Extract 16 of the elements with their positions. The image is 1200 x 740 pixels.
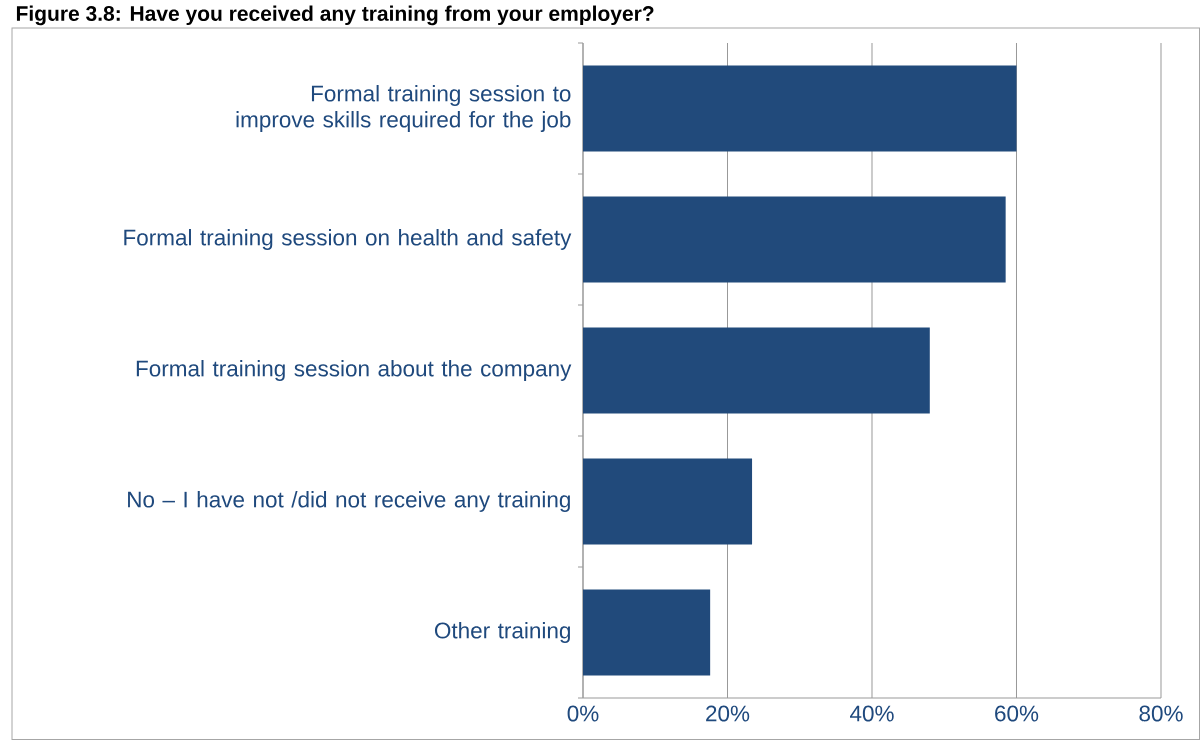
bar (583, 589, 711, 676)
x-tick-label: 60% (995, 705, 1039, 722)
y-tick-label: No – I have not /did not receive any training (128, 491, 570, 512)
y-tick-label: Formal training session about the company (136, 360, 572, 381)
bar (583, 65, 1017, 152)
x-tick-label: 40% (850, 705, 894, 722)
x-tick-label: 80% (1139, 705, 1183, 722)
x-tick-label: 20% (706, 705, 750, 722)
bar (583, 196, 1006, 283)
y-tick-label: Formal training session to improve skills required for the job (236, 85, 571, 132)
y-tick-label: Formal training session on health and safety (124, 229, 572, 250)
text: Figure 3.8: Have you received any training from your employer? (16, 5, 654, 26)
bar (583, 327, 930, 414)
bar (583, 458, 753, 545)
x-tick-label: 0% (567, 705, 599, 722)
y-tick-label: Other training (434, 622, 570, 643)
